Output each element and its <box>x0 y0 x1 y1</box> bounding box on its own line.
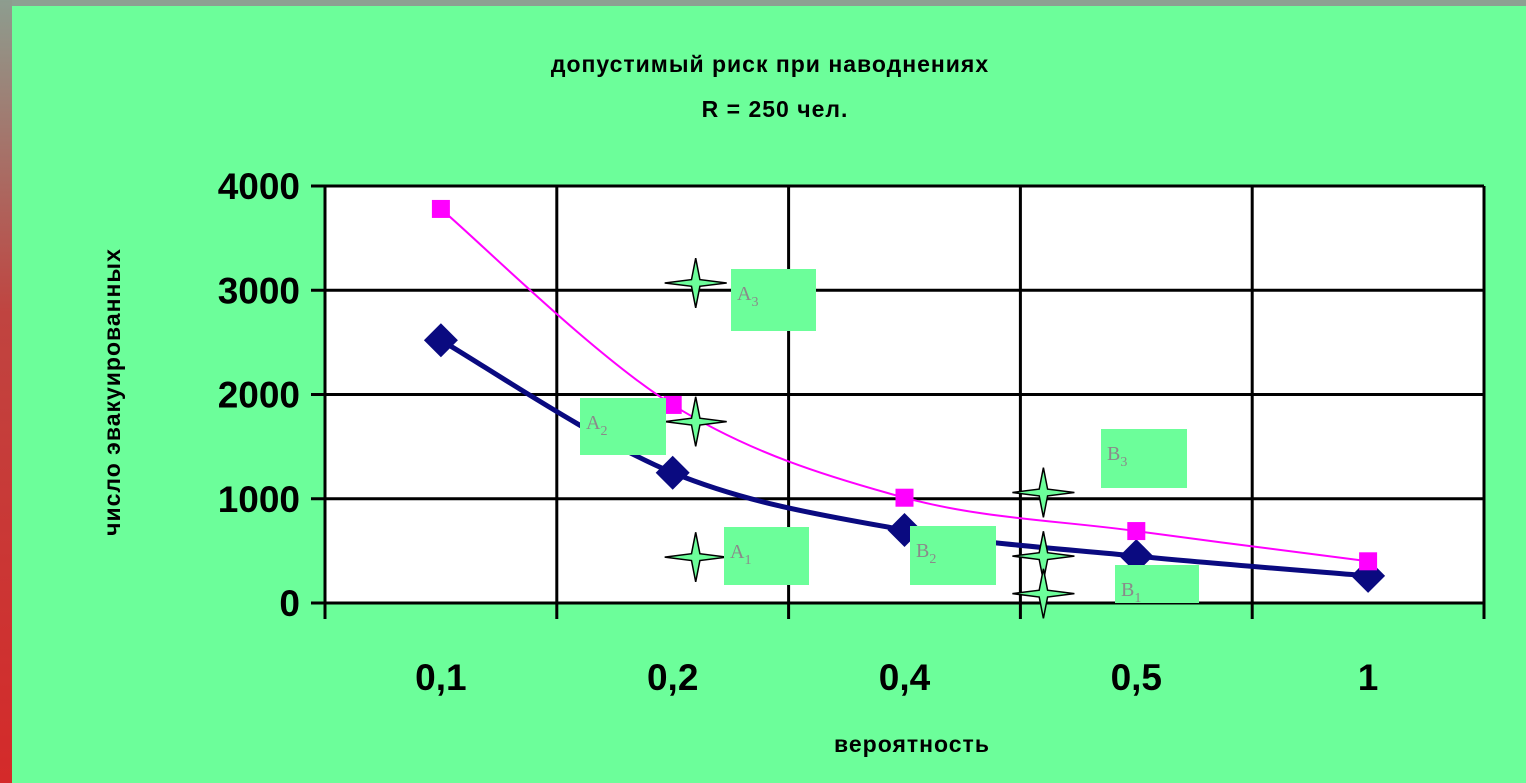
x-tick-label: 1 <box>1358 657 1379 698</box>
x-tick-label: 0,5 <box>1111 657 1162 698</box>
x-tick-label: 0,2 <box>647 657 698 698</box>
data-point <box>663 395 682 414</box>
annotation-box <box>1101 429 1187 488</box>
star-marker <box>664 396 727 447</box>
data-point <box>655 455 690 490</box>
x-tick-label: 0,4 <box>879 657 931 698</box>
annotation-box <box>724 527 809 585</box>
data-point <box>895 488 914 507</box>
chart-subtitle: R = 250 чел. <box>702 96 849 122</box>
annotation-box <box>1115 565 1199 603</box>
y-axis-label: число эвакуированных <box>99 248 125 536</box>
star-marker <box>1012 568 1075 619</box>
y-tick-label: 3000 <box>218 270 300 311</box>
data-point <box>1119 539 1154 574</box>
data-point <box>431 199 450 218</box>
x-tick-label: 0,1 <box>415 657 466 698</box>
data-point <box>1127 522 1146 541</box>
data-point <box>423 323 458 358</box>
data-point <box>1359 552 1378 571</box>
y-tick-label: 0 <box>279 583 300 624</box>
chart-title: допустимый риск при наводнениях <box>551 51 989 77</box>
annotation-box <box>731 269 816 331</box>
y-tick-label: 2000 <box>218 375 300 416</box>
x-axis-label: вероятность <box>834 731 990 757</box>
star-marker <box>664 532 727 583</box>
top-border <box>0 0 1526 6</box>
side-border <box>0 0 12 783</box>
star-marker <box>664 258 727 308</box>
y-tick-label: 1000 <box>218 479 300 520</box>
annotation-box <box>910 526 996 585</box>
annotation-box <box>580 398 666 455</box>
star-marker <box>1012 467 1075 518</box>
y-tick-label: 4000 <box>218 166 300 207</box>
